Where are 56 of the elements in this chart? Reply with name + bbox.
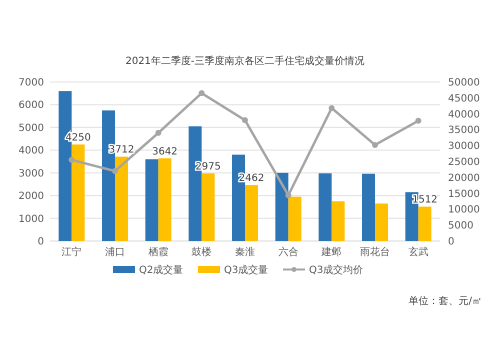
y-tick-label: 4000 bbox=[18, 146, 44, 157]
y-tick-label: 1000 bbox=[18, 214, 44, 225]
bar bbox=[202, 173, 215, 241]
bar bbox=[245, 185, 258, 241]
y2-tick-label: 20000 bbox=[448, 172, 480, 184]
bar bbox=[375, 204, 388, 241]
x-tick-label: 江宁 bbox=[62, 246, 82, 258]
point bbox=[415, 118, 422, 124]
point bbox=[372, 142, 378, 148]
y-tick-label: 5000 bbox=[18, 122, 44, 134]
y2-tick-label: 30000 bbox=[448, 141, 480, 152]
point bbox=[242, 117, 248, 124]
point bbox=[285, 192, 292, 198]
y2-tick-label: 25000 bbox=[448, 157, 480, 168]
y-tick-label: 0 bbox=[38, 236, 44, 248]
bar bbox=[362, 174, 375, 241]
y2-tick-label: 35000 bbox=[448, 125, 480, 136]
y2-tick-label: 15000 bbox=[448, 188, 480, 200]
y-tick-label: 2000 bbox=[18, 191, 44, 202]
x-tick-label: 六合 bbox=[278, 246, 298, 258]
y2-tick-label: 10000 bbox=[448, 204, 480, 216]
x-tick-label: 浦口 bbox=[105, 246, 125, 258]
bar bbox=[275, 172, 288, 241]
point bbox=[198, 90, 205, 96]
x-tick-label: 玄武 bbox=[408, 246, 428, 258]
legend-label: Q3成交量 bbox=[224, 264, 268, 276]
point bbox=[112, 168, 118, 174]
point bbox=[155, 130, 162, 136]
y2-tick-label: 40000 bbox=[448, 109, 480, 120]
y2-tick-label: 5000 bbox=[448, 220, 474, 232]
bar bbox=[332, 201, 345, 241]
bar bbox=[318, 173, 332, 241]
x-tick-label: 雨花台 bbox=[360, 246, 390, 258]
text: 单位：套、元/㎡ bbox=[408, 295, 482, 307]
y-tick-label: 3000 bbox=[18, 168, 44, 180]
y2-tick-label: 50000 bbox=[448, 78, 480, 88]
bar bbox=[158, 158, 172, 241]
x-tick-label: 建邺 bbox=[320, 246, 342, 258]
x-tick-label: 秦淮 bbox=[235, 246, 255, 258]
legend-label: Q3成交均价 bbox=[309, 264, 364, 276]
x-tick-label: 栖霞 bbox=[147, 246, 168, 258]
point bbox=[68, 156, 75, 163]
chart-title: 2021年二季度-三季度南京各区二手住宅成交量价情况 bbox=[125, 55, 365, 67]
bar bbox=[288, 196, 302, 241]
bar bbox=[145, 159, 158, 241]
y-tick-label: 7000 bbox=[18, 78, 44, 88]
bar bbox=[418, 206, 432, 241]
y2-tick-label: 45000 bbox=[448, 93, 480, 104]
x-tick-label: 鼓楼 bbox=[192, 246, 212, 258]
data-label: 3642 bbox=[152, 146, 178, 158]
y-tick-label: 6000 bbox=[18, 100, 44, 112]
legend-label: Q2成交量 bbox=[139, 264, 184, 276]
bar bbox=[72, 144, 85, 241]
bar bbox=[115, 156, 128, 241]
point bbox=[328, 105, 335, 112]
y2-tick-label: 0 bbox=[448, 236, 454, 248]
